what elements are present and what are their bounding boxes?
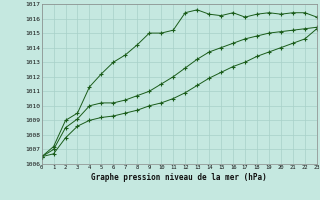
X-axis label: Graphe pression niveau de la mer (hPa): Graphe pression niveau de la mer (hPa) bbox=[91, 173, 267, 182]
